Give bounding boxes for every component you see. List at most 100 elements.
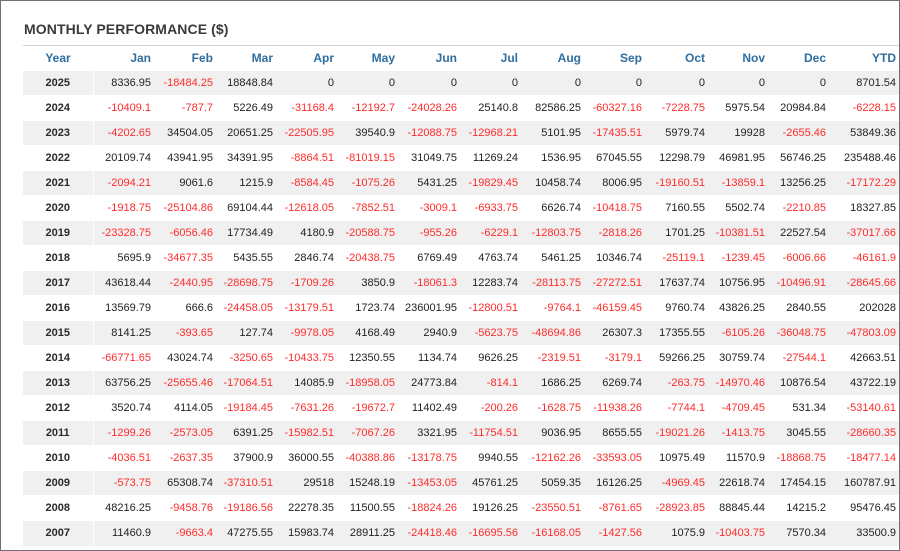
ytd-cell: 18327.85 [829, 195, 899, 221]
column-header-jan: Jan [130, 51, 151, 65]
year-cell: 2017 [23, 270, 94, 296]
month-value-cell: -60327.16 [584, 95, 645, 121]
year-cell: 2023 [23, 120, 94, 146]
month-value-cell: -2440.95 [154, 270, 216, 296]
table-row: 2021 -2094.21 9061.6 1215.9 -8584.45 -1075.26… [23, 170, 899, 196]
table-row: 2011 -1299.26 -2573.05 6391.25 -15982.51 -706… [23, 420, 899, 446]
month-value-cell: -10403.75 [708, 520, 768, 546]
month-value-cell: -18484.25 [154, 70, 216, 96]
month-value-cell: 7160.55 [645, 195, 708, 221]
month-value-cell: 13569.79 [93, 295, 154, 321]
month-value-cell: -81019.15 [337, 145, 398, 171]
month-value-cell: -48694.86 [521, 320, 584, 346]
column-header-ytd: YTD [872, 51, 896, 65]
table-row: 2025 8336.95 -18484.25 18848.84 0 0 0 0 0 0 0 0 0 870… [23, 70, 899, 96]
month-value-cell: -393.65 [154, 320, 216, 346]
month-value-cell: 15983.74 [276, 520, 337, 546]
month-value-cell: -4709.45 [708, 395, 768, 421]
month-value-cell: 45761.25 [460, 470, 521, 496]
month-value-cell: -9978.05 [276, 320, 337, 346]
month-value-cell: 43826.25 [708, 295, 768, 321]
month-value-cell: -10433.75 [276, 345, 337, 371]
month-value-cell: 17355.55 [645, 320, 708, 346]
month-value-cell: 5059.35 [521, 470, 584, 496]
month-value-cell: 9036.95 [521, 420, 584, 446]
month-value-cell: -263.75 [645, 370, 708, 396]
month-value-cell: -7852.51 [337, 195, 398, 221]
month-value-cell: 5979.74 [645, 120, 708, 146]
table-row: 2024 -10409.1 -787.7 5226.49 -31168.4 -12192.… [23, 95, 899, 121]
month-value-cell: -12803.75 [521, 220, 584, 246]
month-value-cell: 31049.75 [398, 145, 460, 171]
month-value-cell: -6229.1 [460, 220, 521, 246]
table-row: 2018 5695.9 -34677.35 5435.55 2846.74 -20438.… [23, 245, 899, 271]
month-value-cell: 15248.19 [337, 470, 398, 496]
month-value-cell: -34677.35 [154, 245, 216, 271]
ytd-cell: -46161.9 [829, 245, 899, 271]
month-value-cell: 0 [645, 70, 708, 96]
month-value-cell: 0 [276, 70, 337, 96]
month-value-cell: -23328.75 [93, 220, 154, 246]
month-value-cell: 6269.74 [584, 370, 645, 396]
month-value-cell: 28911.25 [337, 520, 398, 546]
month-value-cell: -14970.46 [708, 370, 768, 396]
month-value-cell: 4168.49 [337, 320, 398, 346]
month-value-cell: 5435.55 [216, 245, 276, 271]
ytd-cell: 235488.46 [829, 145, 899, 171]
ytd-cell: -28660.35 [829, 420, 899, 446]
month-value-cell: -17435.51 [584, 120, 645, 146]
month-value-cell: 5975.54 [708, 95, 768, 121]
month-value-cell: -25104.86 [154, 195, 216, 221]
month-value-cell: 0 [398, 70, 460, 96]
column-header-oct: Oct [684, 51, 705, 65]
month-value-cell: -9764.1 [521, 295, 584, 321]
ytd-cell: -6228.15 [829, 95, 899, 121]
table-row: 2014 -66771.65 43024.74 -3250.65 -10433.75 12… [23, 345, 899, 371]
month-value-cell: 127.74 [216, 320, 276, 346]
month-value-cell: -31168.4 [276, 95, 337, 121]
month-value-cell: 9940.55 [460, 445, 521, 471]
month-value-cell: 17637.74 [645, 270, 708, 296]
month-value-cell: 18848.84 [216, 70, 276, 96]
year-cell: 2022 [23, 145, 94, 171]
month-value-cell: -18824.26 [398, 495, 460, 521]
month-value-cell: 0 [584, 70, 645, 96]
month-value-cell: -2210.85 [768, 195, 829, 221]
month-value-cell: -2094.21 [93, 170, 154, 196]
month-value-cell: -18958.05 [337, 370, 398, 396]
month-value-cell: 10876.54 [768, 370, 829, 396]
month-value-cell: -18868.75 [768, 445, 829, 471]
month-value-cell: -3250.65 [216, 345, 276, 371]
ytd-cell: -37017.66 [829, 220, 899, 246]
month-value-cell: 22527.54 [768, 220, 829, 246]
ytd-cell: -53140.61 [829, 395, 899, 421]
month-value-cell: -8584.45 [276, 170, 337, 196]
month-value-cell: -24418.46 [398, 520, 460, 546]
month-value-cell: -4036.51 [93, 445, 154, 471]
month-value-cell: 13256.25 [768, 170, 829, 196]
year-cell: 2010 [23, 445, 94, 471]
month-value-cell: 1215.9 [216, 170, 276, 196]
month-value-cell: -6056.46 [154, 220, 216, 246]
month-value-cell: 5695.9 [93, 245, 154, 271]
month-value-cell: -12162.26 [521, 445, 584, 471]
month-value-cell: 8336.95 [93, 70, 154, 96]
month-value-cell: -13859.1 [708, 170, 768, 196]
month-value-cell: 9626.25 [460, 345, 521, 371]
month-value-cell: 17734.49 [216, 220, 276, 246]
year-cell: 2011 [23, 420, 94, 446]
month-value-cell: -7067.26 [337, 420, 398, 446]
month-value-cell: 59266.25 [645, 345, 708, 371]
month-value-cell: -4202.65 [93, 120, 154, 146]
month-value-cell: 5502.74 [708, 195, 768, 221]
monthly-performance-table: Year Jan Feb Mar Apr May Jun Jul Aug Sep Oct Nov Dec… [23, 45, 899, 546]
month-value-cell: 6391.25 [216, 420, 276, 446]
month-value-cell: -19672.7 [337, 395, 398, 421]
column-header-apr: Apr [313, 51, 334, 65]
ytd-cell: 42663.51 [829, 345, 899, 371]
month-value-cell: 8141.25 [93, 320, 154, 346]
month-value-cell: 1134.74 [398, 345, 460, 371]
table-row: 2009 -573.75 65308.74 -37310.51 29518 15248.1… [23, 470, 899, 496]
month-value-cell: 17454.15 [768, 470, 829, 496]
table-row: 2010 -4036.51 -2637.35 37900.9 36000.55 -4038… [23, 445, 899, 471]
